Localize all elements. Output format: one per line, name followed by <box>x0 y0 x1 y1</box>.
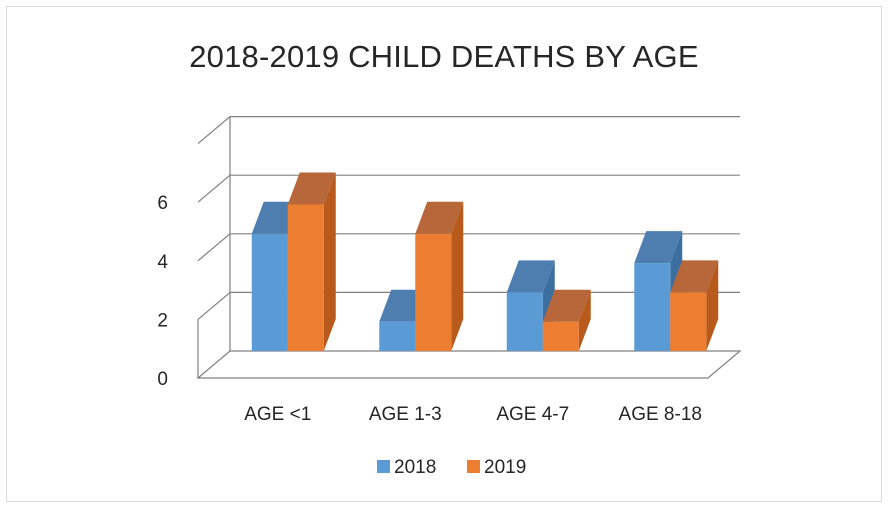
bar-top-2018-3 <box>634 231 683 264</box>
bar-2019-2 <box>542 321 579 351</box>
legend-swatch-2018 <box>377 460 390 473</box>
bar-2019-1 <box>415 233 452 351</box>
x-tick-label: AGE 4-7 <box>496 404 569 425</box>
bar-top-2019-0 <box>287 172 336 205</box>
y-tick-label: 4 <box>157 252 168 273</box>
gridline-side-8 <box>197 116 231 145</box>
bar-top-2018-2 <box>506 260 555 293</box>
x-tick-label: AGE 1-3 <box>369 404 442 425</box>
chart-floor <box>196 350 742 379</box>
gridline-side-6 <box>197 174 231 203</box>
legend-label-2018: 2018 <box>394 457 436 478</box>
bar-side-2019-3 <box>706 260 719 351</box>
x-tick-label: AGE 8-18 <box>619 404 702 425</box>
legend-swatch-2019 <box>467 460 480 473</box>
y-tick-label: 0 <box>157 369 168 390</box>
legend-label-2019: 2019 <box>484 457 526 478</box>
bar-side-2019-0 <box>323 172 336 351</box>
y-tick-label: 6 <box>157 193 168 214</box>
bar-top-2019-2 <box>542 289 591 322</box>
bar-side-2019-1 <box>451 201 464 351</box>
chart-title: 2018-2019 CHILD DEATHS BY AGE <box>189 39 699 74</box>
bar-2018-0 <box>251 233 288 351</box>
bar-2018-3 <box>634 263 671 351</box>
bar-2019-3 <box>670 292 707 351</box>
gridline-side-2 <box>197 291 231 320</box>
x-tick-label: AGE <1 <box>244 404 311 425</box>
bar-2018-1 <box>379 321 416 351</box>
bar-side-2019-2 <box>578 289 591 351</box>
bar-2019-0 <box>287 204 324 351</box>
gridline-side-4 <box>197 233 231 262</box>
bar-top-2019-3 <box>670 260 719 293</box>
bar-top-2019-1 <box>415 201 464 234</box>
bar-2018-2 <box>506 292 543 351</box>
y-tick-label: 2 <box>157 310 168 331</box>
